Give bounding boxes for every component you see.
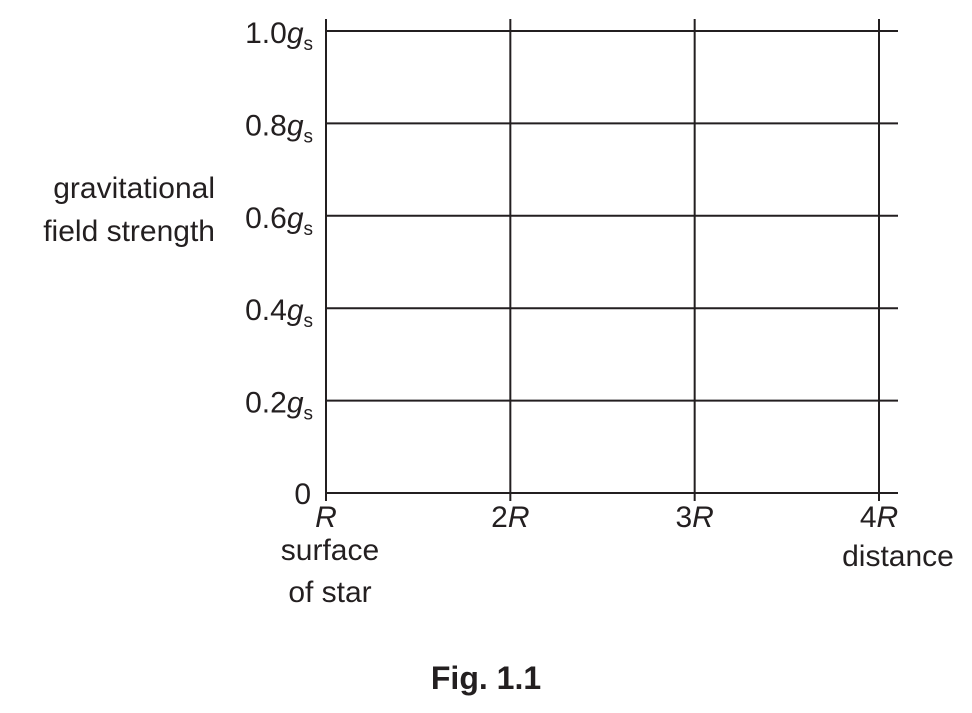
y-axis-label: field strength (43, 215, 215, 248)
y-tick-label: 0.2gs (245, 387, 313, 425)
y-tick-label: 1.0gs (245, 17, 313, 55)
y-tick-label: 0 (294, 478, 311, 511)
x-axis-label: distance (842, 540, 954, 573)
y-axis-label: gravitational (53, 172, 215, 205)
y-tick-label: 0.6gs (245, 202, 313, 240)
x-sublabel: surface (281, 534, 379, 567)
x-tick-label: R (315, 501, 337, 534)
y-tick-label: 0.8gs (245, 109, 313, 147)
y-tick-label: 0.4gs (245, 294, 313, 332)
x-sublabel: of star (288, 576, 371, 609)
x-tick-label: 2R (491, 501, 529, 534)
x-tick-label: 4R (860, 501, 898, 534)
x-tick-label: 3R (675, 501, 713, 534)
figure-caption: Fig. 1.1 (430, 660, 542, 696)
